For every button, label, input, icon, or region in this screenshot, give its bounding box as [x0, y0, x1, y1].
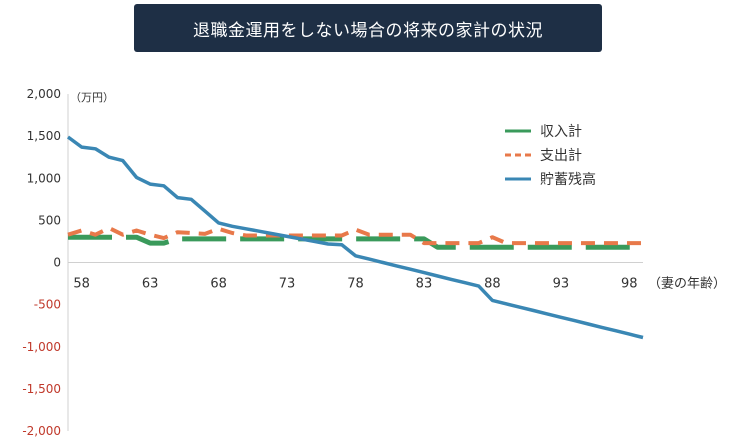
series-line-2: [67, 226, 643, 246]
legend-label: 貯蓄残高: [540, 171, 596, 188]
x-tick-label: 83: [416, 277, 433, 292]
x-tick-label: 78: [347, 277, 364, 292]
x-tick-label: 73: [279, 277, 296, 292]
x-tick-label: 93: [553, 277, 570, 292]
y-unit-label: （万円）: [70, 91, 114, 104]
y-tick-label: 1,000: [27, 171, 61, 185]
x-tick-label: 98: [621, 277, 638, 292]
y-axis-labels: 2,000 1,500 1,000 500 0 -500 -1,000 -1,500 -2,00…: [22, 87, 61, 438]
y-tick-label: 500: [38, 213, 61, 227]
x-unit-label: （妻の年齢）: [648, 277, 726, 292]
series-line-3: [66, 135, 644, 340]
series-line-1: [68, 234, 643, 250]
x-tick-label: 68: [210, 277, 227, 292]
x-tick-label: 58: [73, 277, 90, 292]
y-tick-label: 2,000: [27, 87, 61, 101]
x-axis-labels: 58 63 68 73 78 83 88 93 98: [73, 277, 637, 292]
legend-label: 支出計: [540, 148, 582, 164]
chart-title: 退職金運用をしない場合の将来の家計の状況: [134, 4, 602, 52]
y-tick-label: 1,500: [27, 129, 61, 143]
legend-label: 収入計: [540, 124, 582, 140]
y-tick-label: -500: [34, 298, 61, 312]
y-tick-label: 0: [53, 256, 61, 270]
series-lines: [66, 135, 644, 340]
x-tick-label: 63: [142, 277, 159, 292]
y-tick-label: -1,500: [22, 382, 61, 396]
y-tick-label: -1,000: [22, 340, 61, 354]
y-tick-label: -2,000: [22, 424, 61, 438]
x-tick-label: 88: [484, 277, 501, 292]
